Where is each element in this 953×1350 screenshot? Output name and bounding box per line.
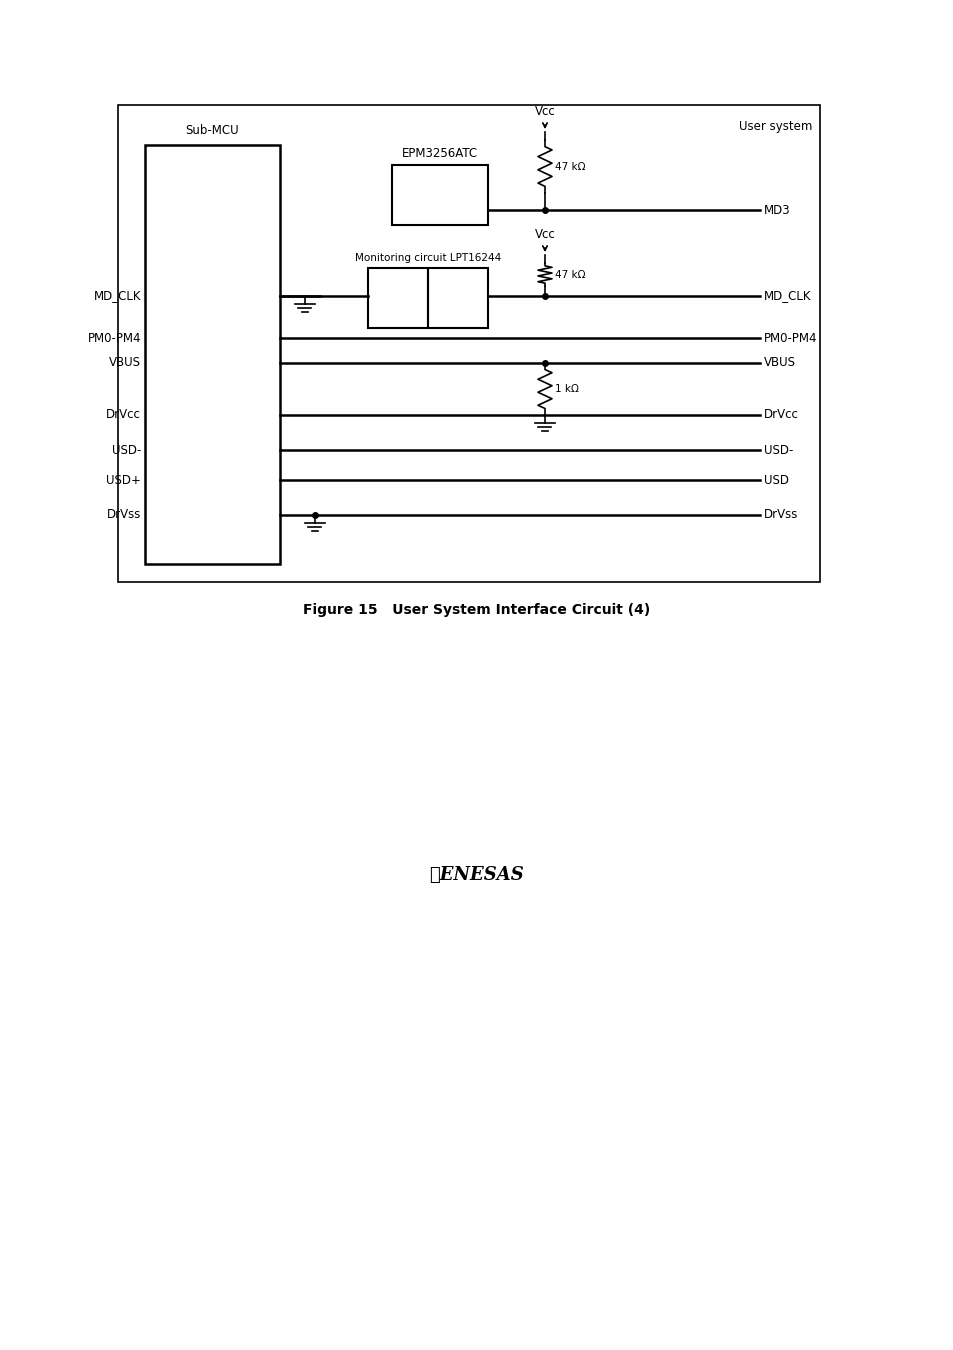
Text: ℝENESAS: ℝENESAS bbox=[429, 865, 524, 884]
Bar bbox=[428, 269, 488, 328]
Text: Monitoring circuit LPT16244: Monitoring circuit LPT16244 bbox=[355, 252, 500, 263]
Text: MD_CLK: MD_CLK bbox=[93, 289, 141, 302]
Text: MD3: MD3 bbox=[763, 204, 790, 216]
Text: PM0-PM4: PM0-PM4 bbox=[88, 332, 141, 344]
Text: DrVss: DrVss bbox=[763, 509, 798, 521]
Bar bbox=[368, 269, 428, 328]
Text: USD: USD bbox=[763, 474, 788, 486]
Text: PM0-PM4: PM0-PM4 bbox=[763, 332, 817, 344]
Bar bbox=[145, 144, 280, 564]
Text: 47 kΩ: 47 kΩ bbox=[555, 270, 585, 279]
Text: DrVcc: DrVcc bbox=[763, 409, 798, 421]
Text: Sub-MCU: Sub-MCU bbox=[186, 124, 239, 136]
Text: Vcc: Vcc bbox=[534, 228, 555, 242]
Text: 1 kΩ: 1 kΩ bbox=[555, 383, 578, 394]
Text: MD_CLK: MD_CLK bbox=[763, 289, 811, 302]
Text: USD+: USD+ bbox=[106, 474, 141, 486]
Text: Figure 15   User System Interface Circuit (4): Figure 15 User System Interface Circuit … bbox=[303, 603, 650, 617]
Text: DrVcc: DrVcc bbox=[106, 409, 141, 421]
Bar bbox=[392, 165, 488, 225]
Text: DrVss: DrVss bbox=[107, 509, 141, 521]
Text: VBUS: VBUS bbox=[763, 356, 795, 370]
Text: Vcc: Vcc bbox=[534, 105, 555, 117]
Text: User system: User system bbox=[738, 120, 811, 134]
Text: 47 kΩ: 47 kΩ bbox=[555, 162, 585, 171]
Text: VBUS: VBUS bbox=[109, 356, 141, 370]
Text: EPM3256ATC: EPM3256ATC bbox=[401, 147, 477, 161]
Text: USD-: USD- bbox=[112, 444, 141, 456]
Text: USD-: USD- bbox=[763, 444, 793, 456]
